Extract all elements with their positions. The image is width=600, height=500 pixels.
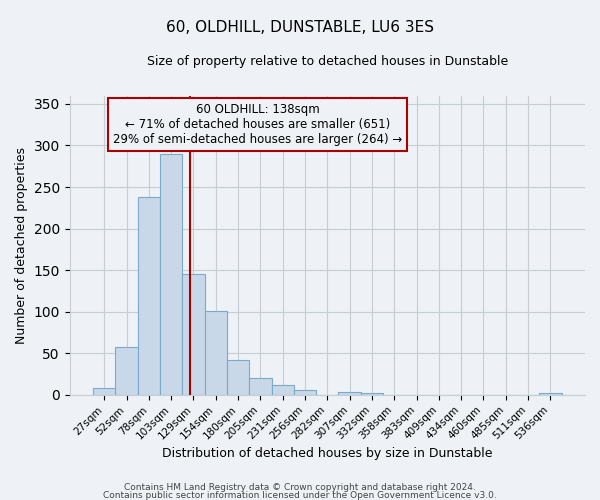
- Bar: [539, 393, 562, 395]
- Bar: [338, 392, 361, 395]
- Text: 60 OLDHILL: 138sqm
← 71% of detached houses are smaller (651)
29% of semi-detach: 60 OLDHILL: 138sqm ← 71% of detached hou…: [113, 103, 403, 146]
- Text: Contains public sector information licensed under the Open Government Licence v3: Contains public sector information licen…: [103, 490, 497, 500]
- Y-axis label: Number of detached properties: Number of detached properties: [15, 146, 28, 344]
- Bar: [361, 393, 383, 395]
- Text: 60, OLDHILL, DUNSTABLE, LU6 3ES: 60, OLDHILL, DUNSTABLE, LU6 3ES: [166, 20, 434, 35]
- Title: Size of property relative to detached houses in Dunstable: Size of property relative to detached ho…: [147, 55, 508, 68]
- Bar: [137, 197, 160, 395]
- Bar: [182, 274, 205, 395]
- Bar: [160, 154, 182, 395]
- Bar: [205, 311, 227, 395]
- Bar: [93, 388, 115, 395]
- Bar: [227, 360, 249, 395]
- Bar: [294, 390, 316, 395]
- X-axis label: Distribution of detached houses by size in Dunstable: Distribution of detached houses by size …: [162, 447, 493, 460]
- Text: Contains HM Land Registry data © Crown copyright and database right 2024.: Contains HM Land Registry data © Crown c…: [124, 484, 476, 492]
- Bar: [249, 378, 272, 395]
- Bar: [272, 385, 294, 395]
- Bar: [115, 348, 137, 395]
